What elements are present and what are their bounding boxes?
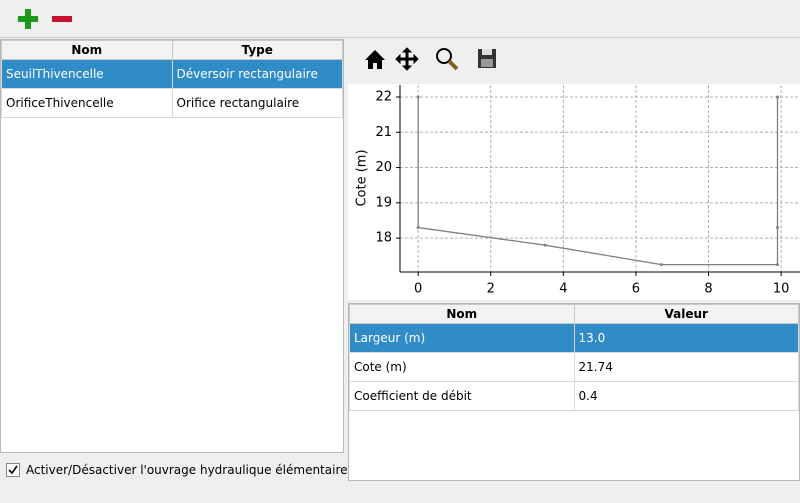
plot-toolbar	[365, 47, 496, 71]
x-tick-label: 6	[632, 282, 640, 297]
home-button[interactable]	[365, 50, 385, 69]
table-cell: Orifice rectangulaire	[171, 88, 343, 118]
x-tick-label: 0	[414, 282, 422, 297]
y-tick-label: 22	[375, 89, 392, 104]
table-cell: Coefficient de débit	[349, 381, 575, 411]
chart: Cote (m) 0 2 4 6 8 10 18 19 20 21 22	[348, 84, 800, 300]
y-axis-label: Cote (m)	[355, 149, 370, 206]
header-row: Nom Valeur	[349, 304, 799, 324]
y-tick-label: 19	[375, 195, 392, 210]
table-row[interactable]: Largeur (m) 13.0	[349, 323, 799, 353]
table-cell: SeuilThivencelle	[1, 59, 173, 89]
toolbar	[0, 0, 800, 38]
checkbox[interactable]	[6, 463, 20, 477]
x-tick-label: 8	[704, 282, 712, 297]
header-row: Nom Type	[1, 40, 343, 60]
table-cell: 0.4	[573, 381, 799, 411]
x-tick-label: 10	[773, 282, 790, 297]
remove-button[interactable]	[52, 16, 72, 22]
data-point	[659, 263, 663, 267]
toolbar-icons	[18, 9, 72, 29]
table-row[interactable]: Cote (m) 21.74	[349, 352, 799, 382]
table-cell: Déversoir rectangulaire	[171, 59, 343, 89]
table-row[interactable]: SeuilThivencelle Déversoir rectangulaire	[1, 59, 343, 89]
parameter-table-panel: Nom Valeur Largeur (m) 13.0 Cote (m) 21.74 Coe…	[348, 303, 800, 481]
table-row[interactable]: OrificeThivencelle Orifice rectangulaire	[1, 88, 343, 118]
table-cell: OrificeThivencelle	[1, 88, 173, 118]
checkbox-row[interactable]: Activer/Désactiver l'ouvrage hydraulique…	[6, 461, 348, 479]
y-tick-label: 21	[375, 125, 392, 140]
y-tick-label: 20	[375, 160, 392, 175]
table-row[interactable]: Coefficient de débit 0.4	[349, 381, 799, 411]
table-cell: 21.74	[573, 352, 799, 382]
data-line	[417, 96, 779, 266]
table-cell: Largeur (m)	[349, 323, 575, 353]
check-mark	[8, 465, 18, 475]
column-header: Nom	[1, 40, 173, 60]
x-tick-label: 4	[559, 282, 567, 297]
data-point	[416, 226, 420, 230]
data-point	[543, 243, 547, 247]
structure-table: Nom Type SeuilThivencelle Déversoir rectang…	[1, 40, 343, 118]
checkbox-label: Activer/Désactiver l'ouvrage hydraulique…	[26, 463, 348, 477]
data-point	[416, 95, 420, 99]
table-cell: Cote (m)	[349, 352, 575, 382]
data-point	[775, 226, 779, 230]
data-point	[775, 95, 779, 99]
data-point	[775, 263, 779, 267]
structure-table-panel: Nom Type SeuilThivencelle Déversoir rectang…	[0, 39, 344, 453]
column-header: Type	[171, 40, 343, 60]
y-tick-label: 18	[375, 231, 392, 246]
column-header: Nom	[349, 304, 575, 324]
parameter-table: Nom Valeur Largeur (m) 13.0 Cote (m) 21.74 Coe…	[349, 304, 799, 411]
zoom-button[interactable]	[436, 48, 459, 71]
x-tick-label: 2	[487, 282, 495, 297]
save-button[interactable]	[478, 49, 496, 68]
add-button[interactable]	[18, 9, 38, 29]
pan-button[interactable]	[395, 47, 419, 71]
table-cell: 13.0	[573, 323, 799, 353]
column-header: Valeur	[573, 304, 799, 324]
